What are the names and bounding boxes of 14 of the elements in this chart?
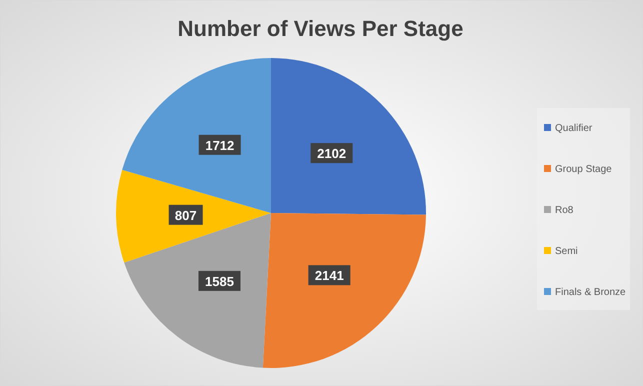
legend-label: Group Stage <box>555 164 612 175</box>
chart-title: Number of Views Per Stage <box>178 16 464 41</box>
data-label: 807 <box>174 208 197 223</box>
legend-label: Finals & Bronze <box>555 287 626 298</box>
legend-label: Semi <box>555 246 578 257</box>
legend-label: Qualifier <box>555 123 593 134</box>
pie-slice <box>262 213 426 368</box>
data-label: 1712 <box>205 138 234 153</box>
legend-label: Ro8 <box>555 205 574 216</box>
data-label: 2141 <box>314 268 344 284</box>
data-label: 1585 <box>205 274 234 289</box>
data-label: 2102 <box>317 146 346 162</box>
pie-slice <box>116 170 271 263</box>
pie-slice <box>271 58 426 215</box>
